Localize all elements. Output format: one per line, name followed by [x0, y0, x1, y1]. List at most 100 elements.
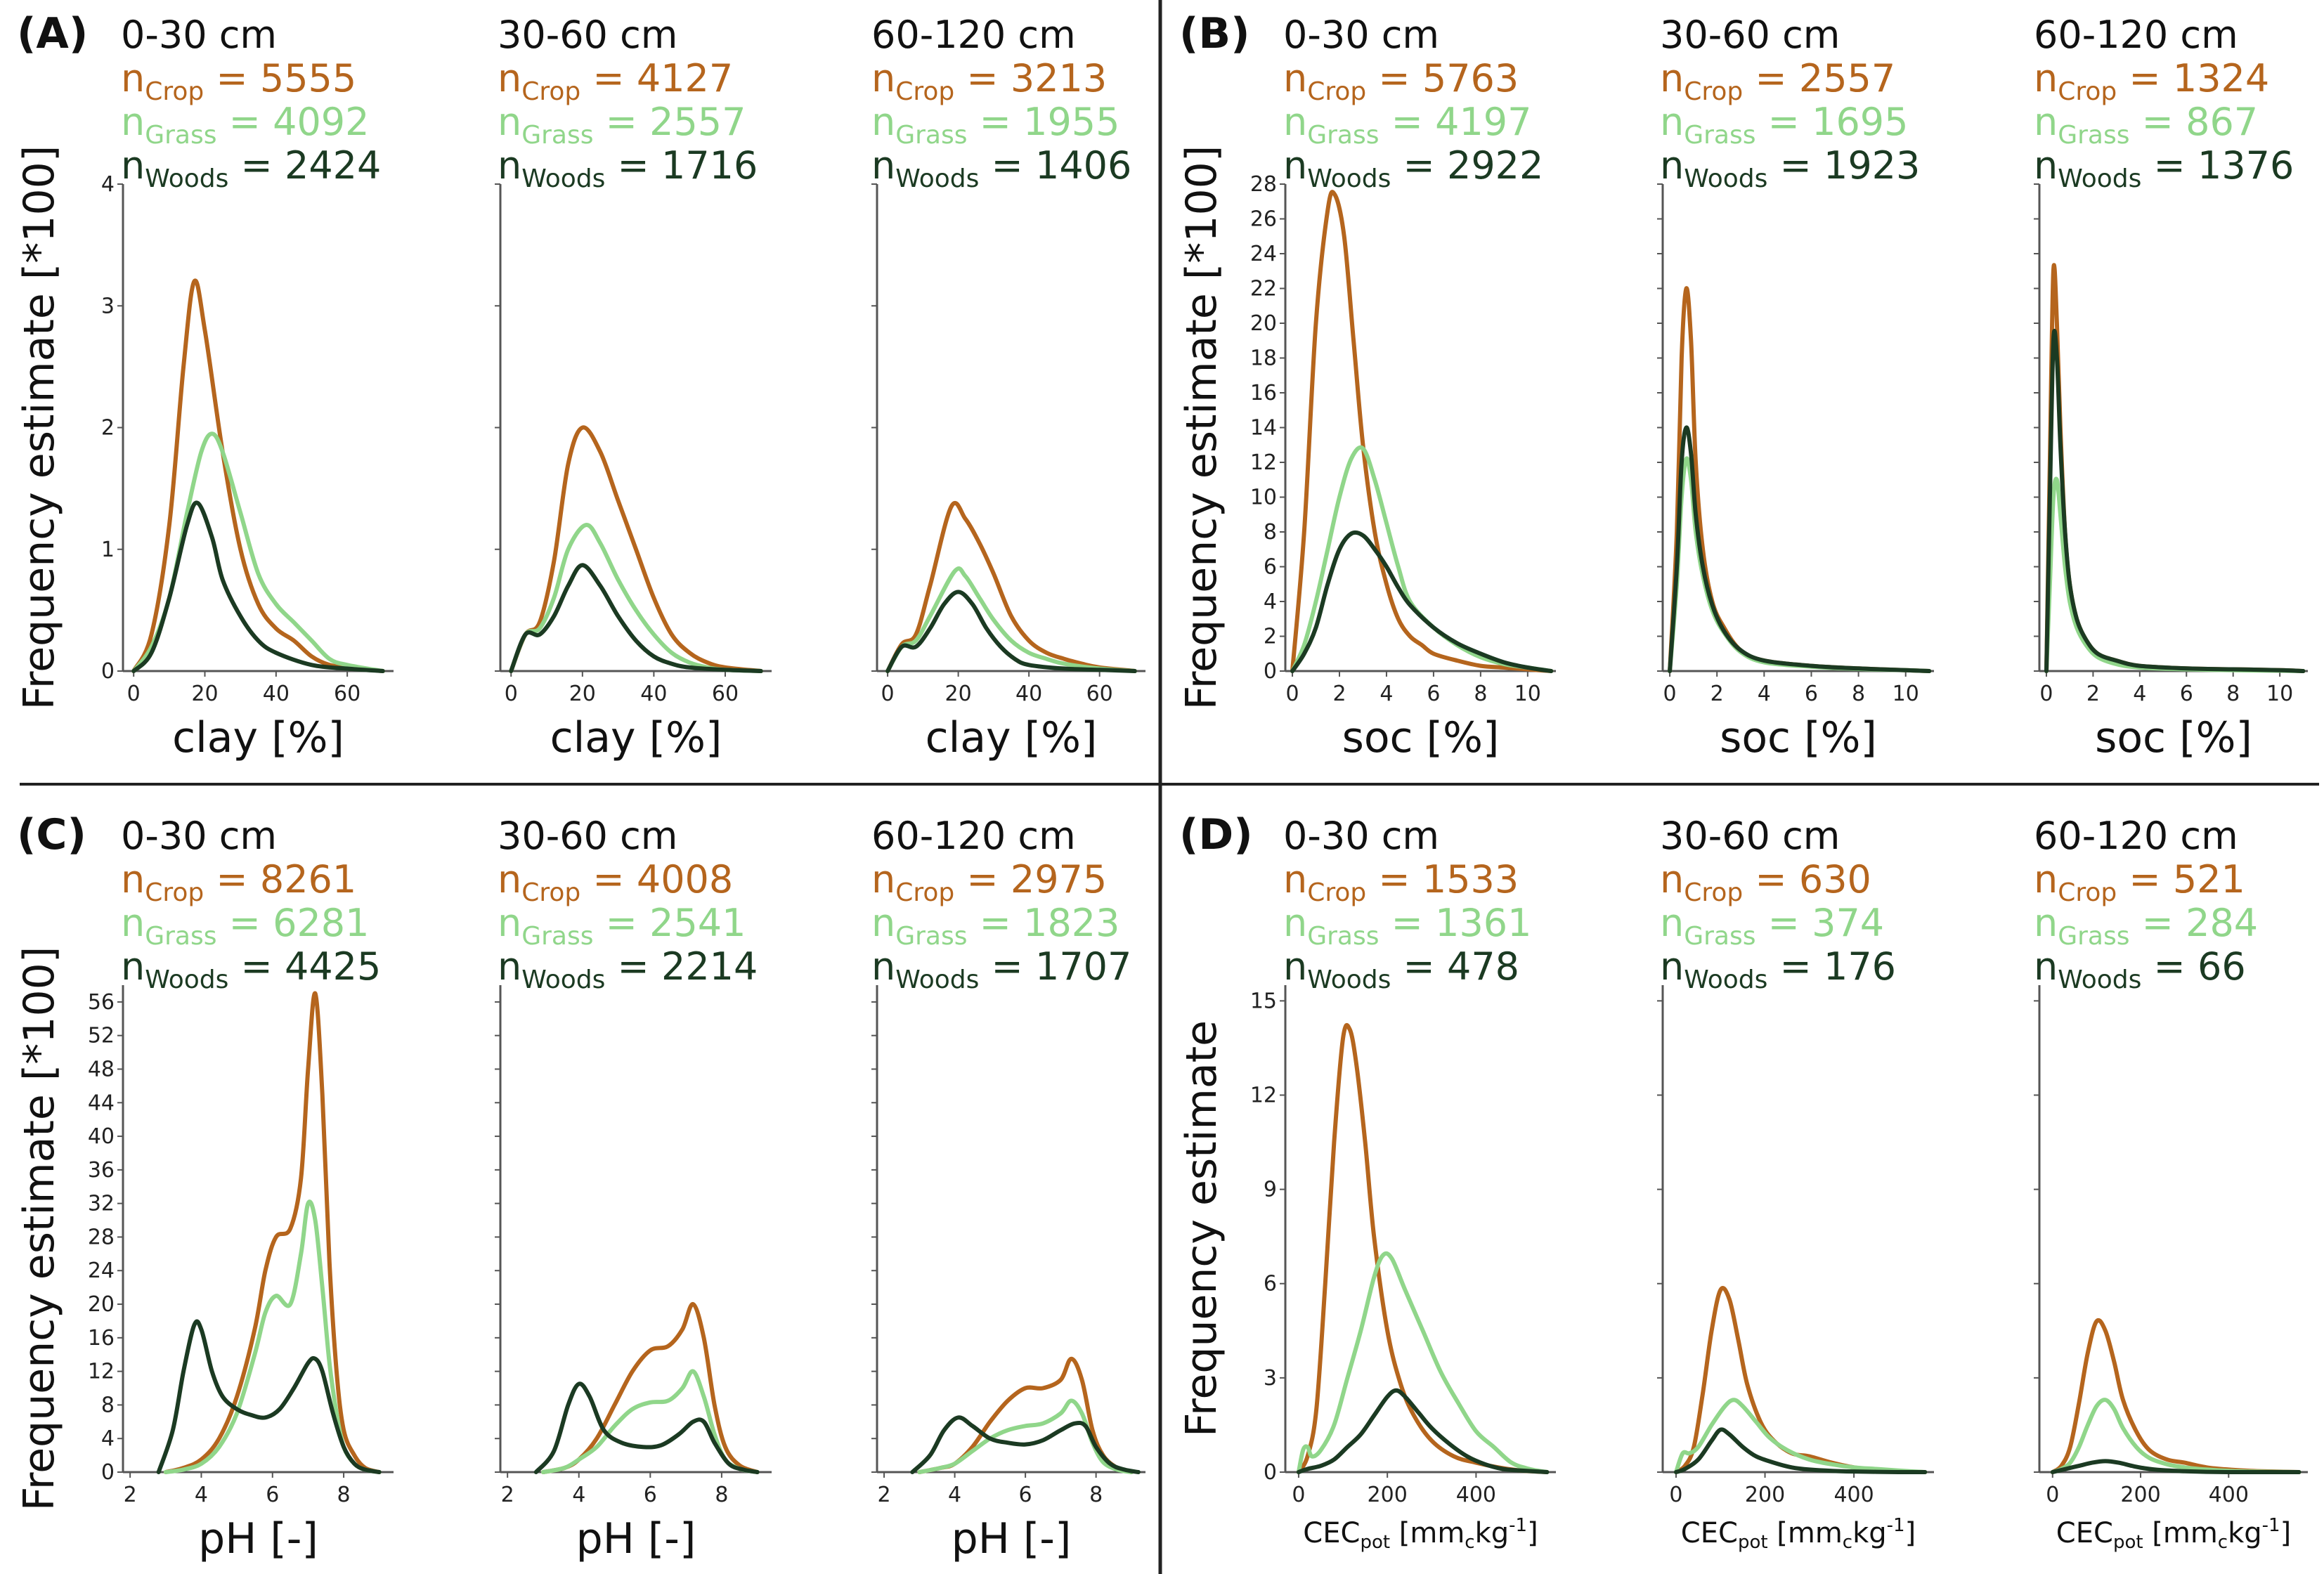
n-grass-label: nGrass = 1823	[871, 901, 1120, 951]
y-tick-label: 0	[1264, 1460, 1277, 1485]
n-woods-label: nWoods = 4425	[121, 944, 381, 994]
x-axis-label: CECpot [mmckg-1]	[1303, 1515, 1538, 1553]
n-crop-label: nCrop = 521	[2034, 857, 2245, 907]
x-tick-label: 6	[644, 1483, 657, 1507]
x-tick-label: 400	[1833, 1483, 1874, 1507]
x-tick-label: 2	[1710, 682, 1724, 706]
n-grass-label: nGrass = 374	[1660, 901, 1884, 951]
series-line-crop	[1290, 190, 1554, 673]
y-tick-label: 40	[88, 1124, 115, 1149]
y-tick-label: 10	[1250, 486, 1277, 510]
n-crop-label: nCrop = 4127	[498, 56, 733, 106]
n-crop-label: nCrop = 2557	[1660, 56, 1895, 106]
panel-label: (A)	[17, 9, 88, 58]
x-axis-label: CECpot [mmckg-1]	[1681, 1515, 1916, 1553]
depth-label: 60-120 cm	[871, 13, 1076, 57]
panel-b: (B) Frequency estimate [*100] 0-30 cmnCrop…	[1177, 9, 2308, 762]
n-woods-label: nWoods = 66	[2034, 944, 2246, 994]
y-tick-label: 3	[1264, 1366, 1277, 1391]
y-tick-label: 2	[1264, 625, 1277, 649]
y-tick-label: 28	[88, 1225, 115, 1249]
series-line-woods	[131, 500, 385, 673]
series-line-woods	[2044, 328, 2306, 673]
n-crop-label: nCrop = 2975	[871, 857, 1107, 907]
x-tick-label: 6	[2180, 682, 2193, 706]
n-woods-label: nWoods = 478	[1283, 944, 1519, 994]
y-tick-label: 1	[101, 538, 115, 562]
n-woods-label: nWoods = 1716	[498, 143, 758, 193]
y-tick-label: 6	[1264, 1272, 1277, 1296]
y-tick-label: 32	[88, 1192, 115, 1216]
y-tick-label: 4	[101, 172, 115, 197]
x-tick-label: 10	[1893, 682, 1919, 706]
series-line-woods	[156, 1319, 382, 1474]
x-axis-label: clay [%]	[172, 713, 344, 762]
n-grass-label: nGrass = 284	[2034, 901, 2258, 951]
y-tick-label: 26	[1250, 207, 1277, 232]
series-line-woods	[509, 563, 763, 673]
x-tick-label: 8	[1852, 682, 1865, 706]
depth-label: 60-120 cm	[2034, 13, 2238, 57]
panel-label: (B)	[1179, 9, 1250, 58]
x-tick-label: 0	[505, 682, 518, 706]
y-tick-label: 9	[1264, 1178, 1277, 1202]
n-grass-label: nGrass = 1695	[1660, 100, 1909, 150]
x-tick-label: 20	[191, 682, 218, 706]
x-tick-label: 200	[2120, 1483, 2160, 1507]
x-tick-label: 200	[1368, 1483, 1408, 1507]
y-tick-label: 0	[101, 659, 115, 684]
y-tick-label: 12	[1250, 450, 1277, 475]
n-woods-label: nWoods = 1923	[1660, 143, 1920, 193]
series-line-grass	[885, 566, 1137, 673]
x-tick-label: 10	[1514, 682, 1541, 706]
y-tick-label: 2	[101, 416, 115, 441]
y-axis-label: Frequency estimate	[1177, 1020, 1226, 1437]
series-line-woods	[1296, 1388, 1550, 1474]
series-line-grass	[1296, 1251, 1550, 1474]
x-axis-label: pH [-]	[198, 1514, 318, 1563]
n-woods-label: nWoods = 2214	[498, 944, 758, 994]
depth-label: 60-120 cm	[871, 814, 1076, 858]
n-woods-label: nWoods = 176	[1660, 944, 1896, 994]
n-crop-label: nCrop = 5763	[1283, 56, 1519, 106]
y-tick-label: 24	[1250, 242, 1277, 266]
x-tick-label: 60	[334, 682, 361, 706]
series-line-grass	[917, 1398, 1134, 1474]
y-tick-label: 15	[1250, 989, 1277, 1013]
n-grass-label: nGrass = 1361	[1283, 901, 1532, 951]
y-tick-label: 12	[88, 1360, 115, 1384]
x-tick-label: 2	[1332, 682, 1346, 706]
x-axis-label: soc [%]	[1342, 713, 1500, 762]
x-tick-label: 40	[640, 682, 667, 706]
x-tick-label: 4	[948, 1483, 961, 1507]
n-woods-label: nWoods = 2922	[1283, 143, 1543, 193]
x-tick-label: 60	[712, 682, 739, 706]
x-tick-label: 0	[2039, 682, 2053, 706]
y-tick-label: 12	[1250, 1083, 1277, 1107]
x-tick-label: 0	[881, 682, 895, 706]
x-tick-label: 8	[715, 1483, 728, 1507]
y-tick-label: 22	[1250, 277, 1277, 301]
series-line-woods	[910, 1415, 1141, 1474]
n-grass-label: nGrass = 6281	[121, 901, 370, 951]
x-axis-label: clay [%]	[550, 713, 722, 762]
x-tick-label: 40	[1015, 682, 1042, 706]
x-tick-label: 8	[337, 1483, 351, 1507]
x-tick-label: 400	[2209, 1483, 2249, 1507]
depth-label: 30-60 cm	[498, 814, 677, 858]
x-tick-label: 0	[1669, 1483, 1682, 1507]
y-axis-label: Frequency estimate [*100]	[1177, 145, 1226, 710]
x-axis-label: pH [-]	[576, 1514, 696, 1563]
series-line-woods	[1674, 1427, 1928, 1474]
x-tick-label: 0	[127, 682, 141, 706]
y-tick-label: 16	[1250, 381, 1277, 405]
